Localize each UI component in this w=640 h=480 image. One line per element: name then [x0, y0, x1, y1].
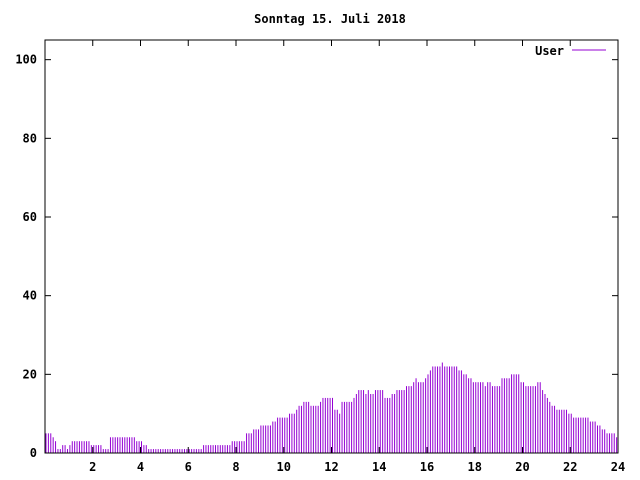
x-tick-label: 10 [277, 460, 291, 474]
axes [44, 39, 619, 454]
x-tick-label: 16 [420, 460, 434, 474]
y-tick-label: 100 [15, 53, 37, 67]
x-tick-label: 22 [563, 460, 577, 474]
y-tick-label: 80 [23, 131, 37, 145]
x-tick-label: 20 [515, 460, 529, 474]
y-tick-label: 60 [23, 210, 37, 224]
y-tick-label: 20 [23, 367, 37, 381]
chart-title: Sonntag 15. Juli 2018 [254, 12, 406, 26]
y-tick-label: 0 [30, 446, 37, 460]
x-tick-label: 8 [232, 460, 239, 474]
x-tick-label: 6 [185, 460, 192, 474]
data-bars [45, 362, 618, 453]
x-tick-label: 2 [89, 460, 96, 474]
x-tick-label: 14 [372, 460, 386, 474]
x-tick-label: 4 [137, 460, 144, 474]
x-tick-label: 12 [324, 460, 338, 474]
y-tick-label: 40 [23, 289, 37, 303]
legend-label: User [535, 44, 564, 58]
legend: User [535, 44, 606, 58]
x-tick-label: 24 [611, 460, 625, 474]
x-tick-label: 18 [468, 460, 482, 474]
